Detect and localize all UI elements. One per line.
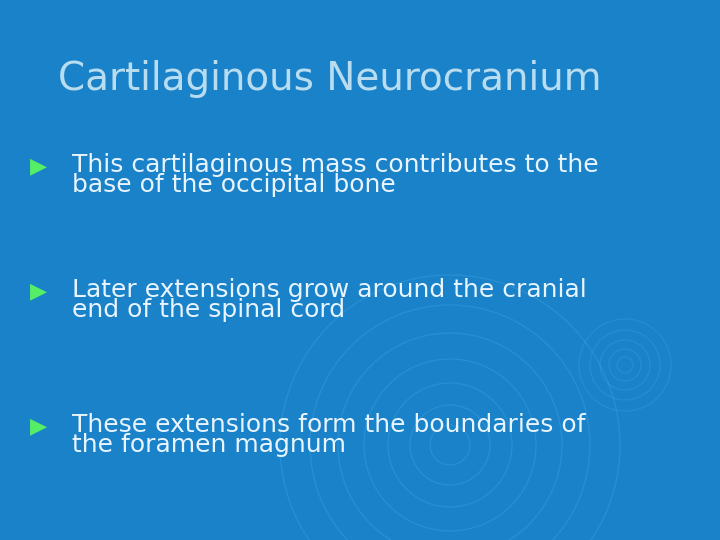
Text: ▶: ▶ — [30, 281, 47, 301]
Text: base of the occipital bone: base of the occipital bone — [72, 173, 396, 197]
Text: ▶: ▶ — [30, 416, 47, 436]
Text: This cartilaginous mass contributes to the: This cartilaginous mass contributes to t… — [72, 153, 598, 177]
Text: Later extensions grow around the cranial: Later extensions grow around the cranial — [72, 278, 587, 302]
Text: the foramen magnum: the foramen magnum — [72, 433, 346, 457]
Text: end of the spinal cord: end of the spinal cord — [72, 298, 345, 322]
Text: Cartilaginous Neurocranium: Cartilaginous Neurocranium — [58, 60, 601, 98]
Text: ▶: ▶ — [30, 156, 47, 176]
Text: These extensions form the boundaries of: These extensions form the boundaries of — [72, 413, 585, 437]
